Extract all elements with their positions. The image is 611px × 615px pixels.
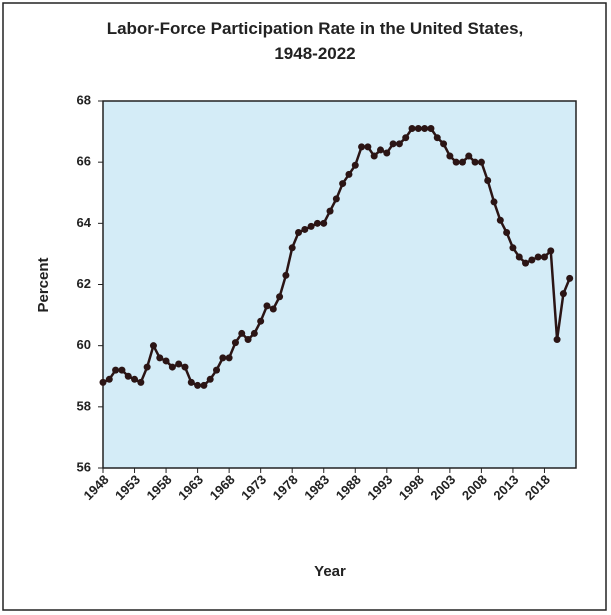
point	[137, 378, 145, 386]
point	[496, 216, 504, 224]
point	[332, 195, 340, 203]
point	[376, 146, 384, 154]
point	[383, 149, 391, 157]
point	[503, 229, 511, 237]
point	[99, 378, 107, 386]
y-tick-label: 68	[77, 92, 91, 107]
point	[547, 247, 555, 255]
point	[414, 125, 422, 133]
point	[250, 329, 258, 337]
point	[263, 302, 271, 310]
point	[484, 177, 492, 185]
point	[276, 293, 284, 301]
point	[143, 363, 151, 371]
point	[471, 158, 479, 166]
point	[364, 143, 372, 151]
point	[452, 158, 460, 166]
point	[326, 207, 334, 215]
y-axis-label: Percent	[35, 257, 52, 312]
point	[339, 180, 347, 188]
point	[559, 290, 567, 298]
point	[181, 363, 189, 371]
y-tick-label: 66	[77, 154, 91, 169]
point	[433, 134, 441, 142]
point	[200, 381, 208, 389]
y-tick-label: 58	[77, 398, 91, 413]
point	[149, 342, 157, 350]
point	[477, 158, 485, 166]
point	[522, 259, 530, 267]
point	[105, 375, 113, 383]
x-axis-label: Year	[314, 563, 346, 580]
point	[534, 253, 542, 261]
point	[307, 222, 315, 230]
point	[295, 229, 303, 237]
point	[427, 125, 435, 133]
point	[112, 366, 120, 374]
point	[515, 253, 523, 261]
point	[528, 256, 536, 264]
point	[225, 354, 233, 362]
y-tick-label: 62	[77, 276, 91, 291]
point	[313, 219, 321, 227]
point	[213, 366, 221, 374]
point	[231, 339, 239, 347]
chart-title: Labor-Force Participation Rate in the Un…	[106, 19, 524, 63]
point	[320, 219, 328, 227]
point	[465, 152, 473, 160]
point	[389, 140, 397, 148]
point	[458, 158, 466, 166]
point	[269, 305, 277, 313]
point	[553, 336, 561, 344]
point	[358, 143, 366, 151]
point	[351, 161, 359, 169]
point	[440, 140, 448, 148]
point	[131, 375, 139, 383]
plot-area	[102, 100, 577, 469]
point	[118, 366, 126, 374]
point	[370, 152, 378, 160]
point	[162, 357, 170, 365]
point	[288, 244, 296, 252]
point	[187, 378, 195, 386]
point	[345, 170, 353, 178]
point	[168, 363, 176, 371]
point	[194, 381, 202, 389]
point	[301, 225, 309, 233]
y-tick-label: 60	[77, 337, 91, 352]
y-tick-label: 56	[77, 459, 91, 474]
point	[206, 375, 214, 383]
point	[244, 336, 252, 344]
point	[421, 125, 429, 133]
point	[124, 372, 132, 380]
point	[282, 271, 290, 279]
point	[509, 244, 517, 252]
point	[408, 125, 416, 133]
point	[446, 152, 454, 160]
point	[219, 354, 227, 362]
point	[490, 198, 498, 206]
point	[238, 329, 246, 337]
point	[395, 140, 403, 148]
point	[540, 253, 548, 261]
point	[175, 360, 183, 368]
y-tick-label: 64	[77, 215, 92, 230]
point	[257, 317, 265, 325]
point	[156, 354, 164, 362]
point	[566, 274, 574, 282]
point	[402, 134, 410, 142]
